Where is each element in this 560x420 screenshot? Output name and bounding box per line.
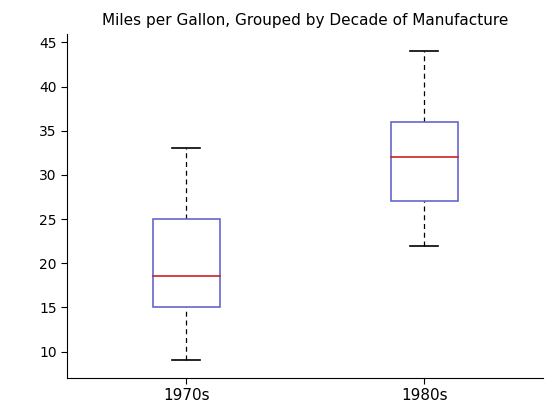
Title: Miles per Gallon, Grouped by Decade of Manufacture: Miles per Gallon, Grouped by Decade of M… — [102, 13, 508, 28]
Bar — [391, 122, 458, 201]
Bar — [153, 219, 220, 307]
